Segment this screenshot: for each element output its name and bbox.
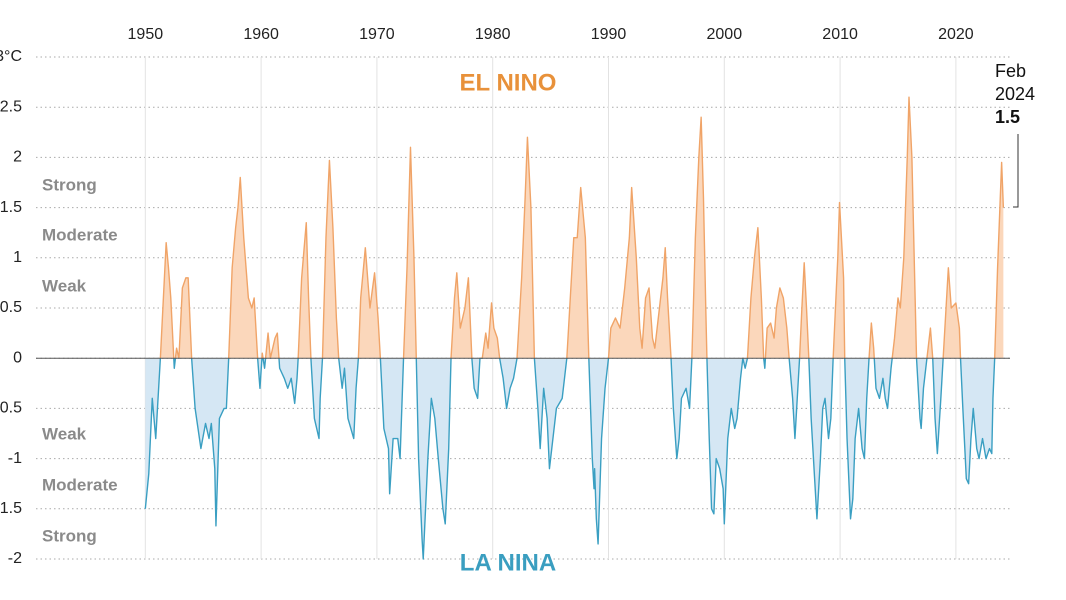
el-nino-label: EL NINO <box>460 69 557 96</box>
positive-area <box>145 97 1004 359</box>
last-year: 2024 <box>995 84 1035 104</box>
marks <box>36 96 1010 560</box>
y-tick-label: 2 <box>13 149 22 166</box>
last-month: Feb <box>995 61 1026 81</box>
la-nina-label: LA NINA <box>460 549 556 576</box>
band-label: Moderate <box>42 225 118 244</box>
x-tick-label: 1950 <box>128 26 164 43</box>
x-tick-label: 1980 <box>475 26 511 43</box>
band-label: Strong <box>42 175 97 194</box>
y-tick-label: 0.5 <box>0 299 22 316</box>
y-tick-label: -0.5 <box>0 400 22 417</box>
y-tick-label: 1.5 <box>0 199 22 216</box>
x-tick-label: 1990 <box>591 26 627 43</box>
y-tick-label: 3°C <box>0 48 22 65</box>
band-label: Strong <box>42 526 97 545</box>
x-tick-label: 1960 <box>243 26 279 43</box>
negative-line <box>144 358 996 560</box>
x-tick-label: 1970 <box>359 26 395 43</box>
leader-line <box>1013 134 1019 208</box>
band-label: Moderate <box>42 475 118 494</box>
x-tick-label: 2010 <box>822 26 858 43</box>
band-label: Weak <box>42 276 87 295</box>
y-tick-label: -2 <box>8 550 22 567</box>
y-tick-label: 2.5 <box>0 98 22 115</box>
band-label: Weak <box>42 424 87 443</box>
y-tick-label: -1.5 <box>0 500 22 517</box>
last-value: 1.5 <box>995 107 1020 127</box>
grid: -2 -1.5 -1 -0.5 0 0.5 1 1.5 2 2.5 3°C 1950 1960 1970 1… <box>0 26 1010 567</box>
y-tick-label: -1 <box>8 450 22 467</box>
y-tick-label: 0 <box>13 349 22 366</box>
x-tick-label: 2020 <box>938 26 974 43</box>
labels: EL NINO LA NINA Strong Moderate Weak Wea… <box>42 61 1035 577</box>
x-tick-label: 2000 <box>707 26 743 43</box>
y-tick-label: 1 <box>13 249 22 266</box>
